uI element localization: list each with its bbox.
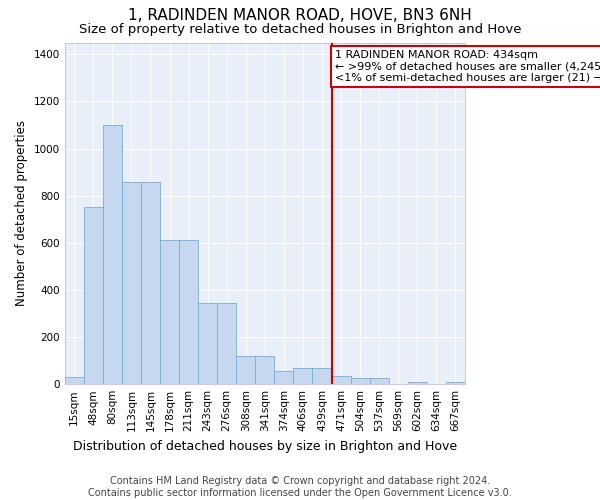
Text: Contains HM Land Registry data © Crown copyright and database right 2024.
Contai: Contains HM Land Registry data © Crown c…: [88, 476, 512, 498]
Text: 1, RADINDEN MANOR ROAD, HOVE, BN3 6NH: 1, RADINDEN MANOR ROAD, HOVE, BN3 6NH: [128, 8, 472, 22]
Text: Size of property relative to detached houses in Brighton and Hove: Size of property relative to detached ho…: [79, 22, 521, 36]
Bar: [217, 303, 236, 384]
Text: 1 RADINDEN MANOR ROAD: 434sqm
← >99% of detached houses are smaller (4,245)
<1% : 1 RADINDEN MANOR ROAD: 434sqm ← >99% of …: [335, 50, 600, 83]
Bar: [255, 356, 274, 384]
Bar: [122, 182, 141, 384]
Bar: [293, 368, 313, 384]
X-axis label: Distribution of detached houses by size in Brighton and Hove: Distribution of detached houses by size …: [73, 440, 457, 452]
Bar: [141, 182, 160, 384]
Bar: [408, 382, 427, 384]
Bar: [103, 125, 122, 384]
Bar: [160, 240, 179, 384]
Bar: [198, 303, 217, 384]
Bar: [446, 382, 465, 384]
Bar: [65, 377, 84, 384]
Bar: [179, 240, 198, 384]
Y-axis label: Number of detached properties: Number of detached properties: [15, 120, 28, 306]
Bar: [236, 356, 255, 384]
Bar: [313, 368, 332, 384]
Bar: [350, 378, 370, 384]
Bar: [274, 371, 293, 384]
Bar: [332, 376, 350, 384]
Bar: [370, 378, 389, 384]
Bar: [84, 208, 103, 384]
